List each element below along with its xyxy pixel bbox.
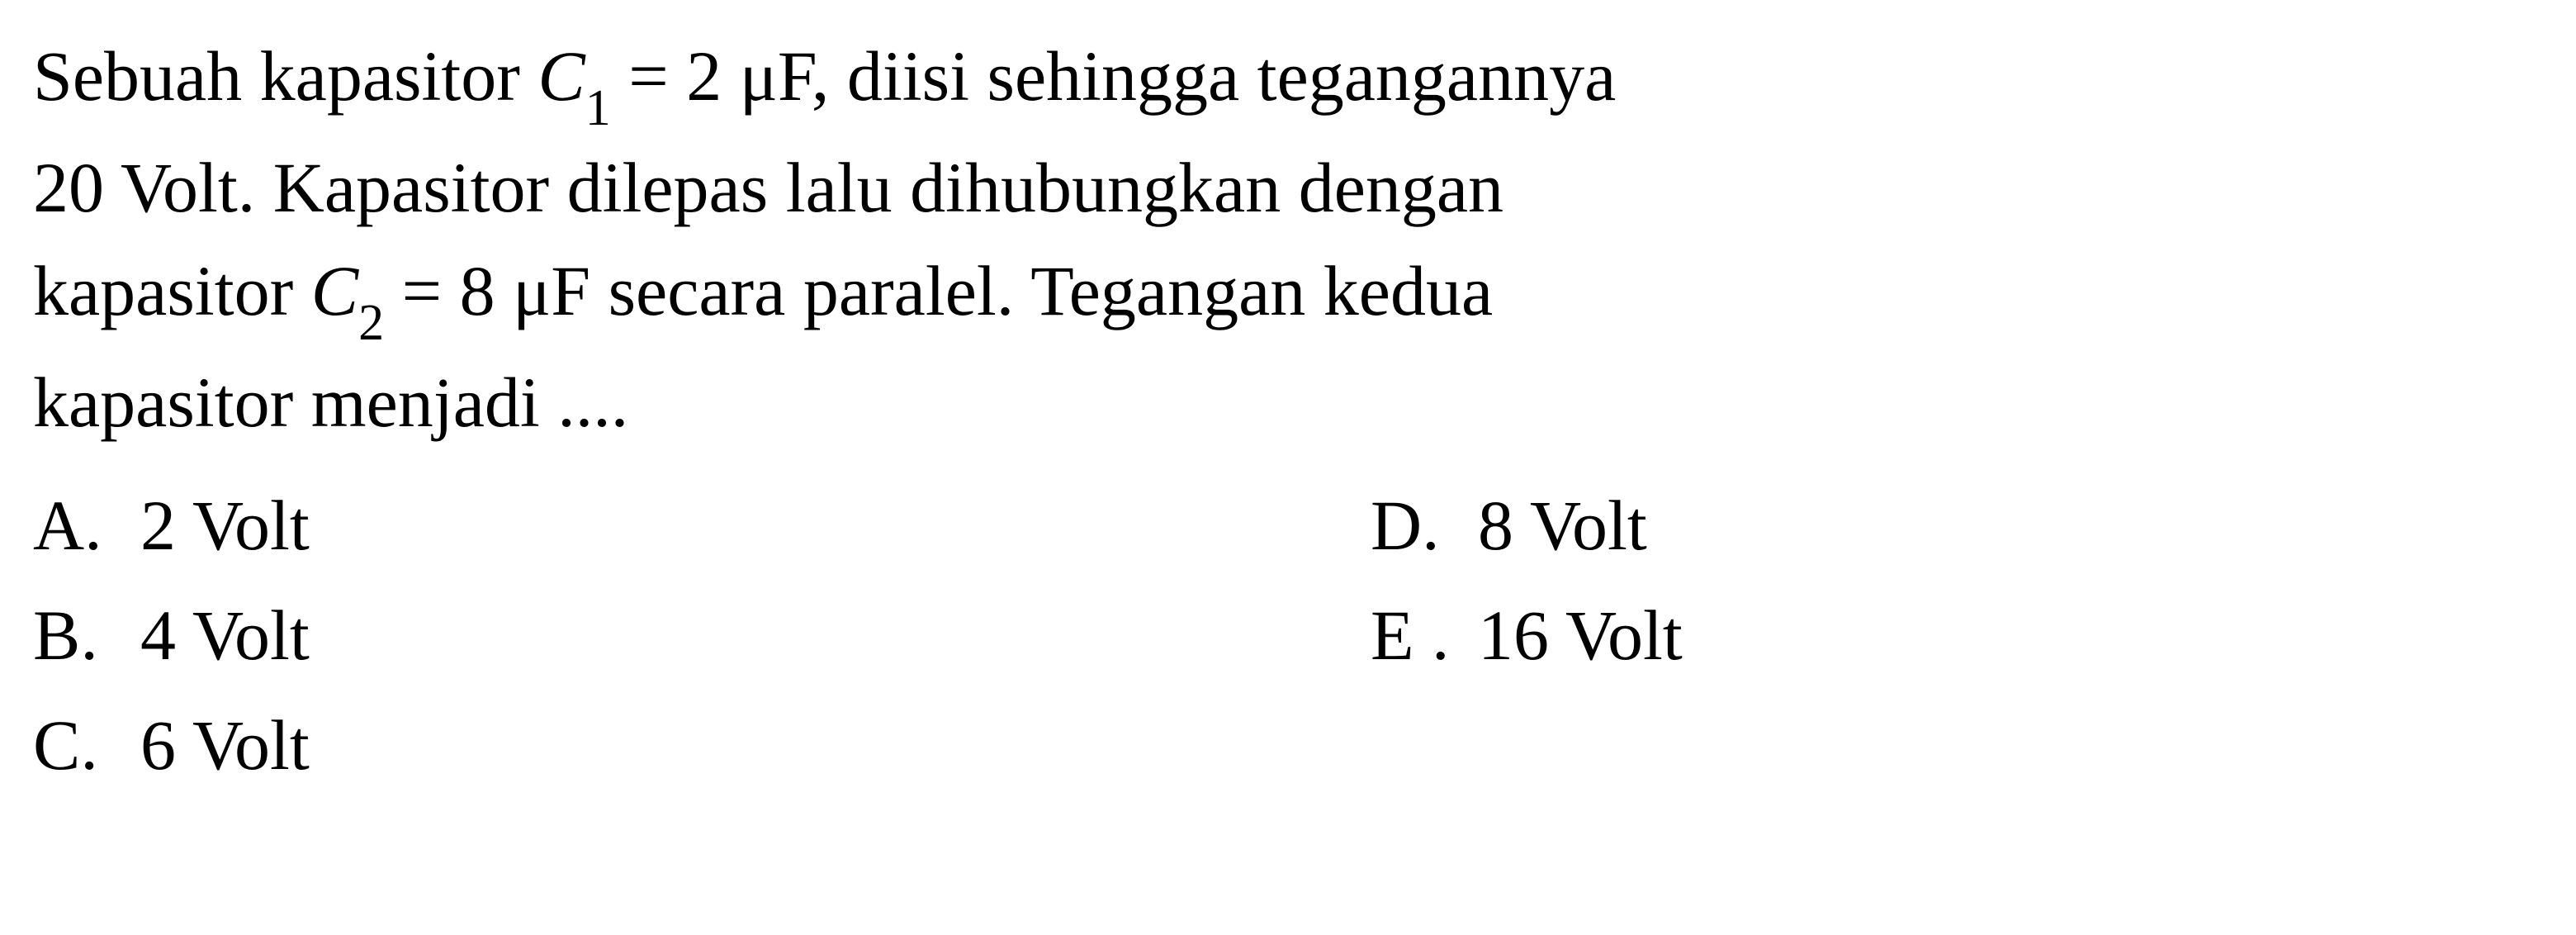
options-column-right: D. 8 Volt E . 16 Volt — [1371, 471, 2543, 801]
question-text-part: Sebuah kapasitor — [33, 36, 537, 116]
option-letter: E . — [1371, 581, 1478, 691]
option-letter: C. — [33, 691, 140, 800]
option-letter: D. — [1371, 471, 1478, 581]
option-letter: B. — [33, 581, 140, 691]
option-e[interactable]: E . 16 Volt — [1371, 581, 2543, 691]
option-value: 8 Volt — [1478, 471, 2543, 581]
option-value: 16 Volt — [1478, 581, 2543, 691]
question-text-part: kapasitor menjadi .... — [33, 363, 628, 442]
option-c[interactable]: C. 6 Volt — [33, 691, 1371, 800]
option-b[interactable]: B. 4 Volt — [33, 581, 1371, 691]
variable-c2: C — [311, 251, 358, 330]
option-letter: A. — [33, 471, 140, 581]
option-d[interactable]: D. 8 Volt — [1371, 471, 2543, 581]
option-value: 2 Volt — [140, 471, 1371, 581]
option-value: 4 Volt — [140, 581, 1371, 691]
question-text-part: = 8 μF secara paralel. Tegangan kedua — [384, 251, 1493, 330]
variable-c1: C — [537, 36, 585, 116]
question-text-part: = 2 μF, diisi sehingga tegangannya — [611, 36, 1616, 116]
subscript-2: 2 — [358, 295, 384, 351]
options-column-left: A. 2 Volt B. 4 Volt C. 6 Volt — [33, 471, 1371, 801]
question-stem: Sebuah kapasitor C1 = 2 μF, diisi sehing… — [33, 25, 2543, 454]
option-value: 6 Volt — [140, 691, 1371, 800]
subscript-1: 1 — [585, 80, 611, 136]
option-a[interactable]: A. 2 Volt — [33, 471, 1371, 581]
question-text-part: kapasitor — [33, 251, 311, 330]
question-text-part: 20 Volt. Kapasitor dilepas lalu dihubung… — [33, 148, 1503, 227]
options-container: A. 2 Volt B. 4 Volt C. 6 Volt D. 8 Volt … — [33, 471, 2543, 801]
